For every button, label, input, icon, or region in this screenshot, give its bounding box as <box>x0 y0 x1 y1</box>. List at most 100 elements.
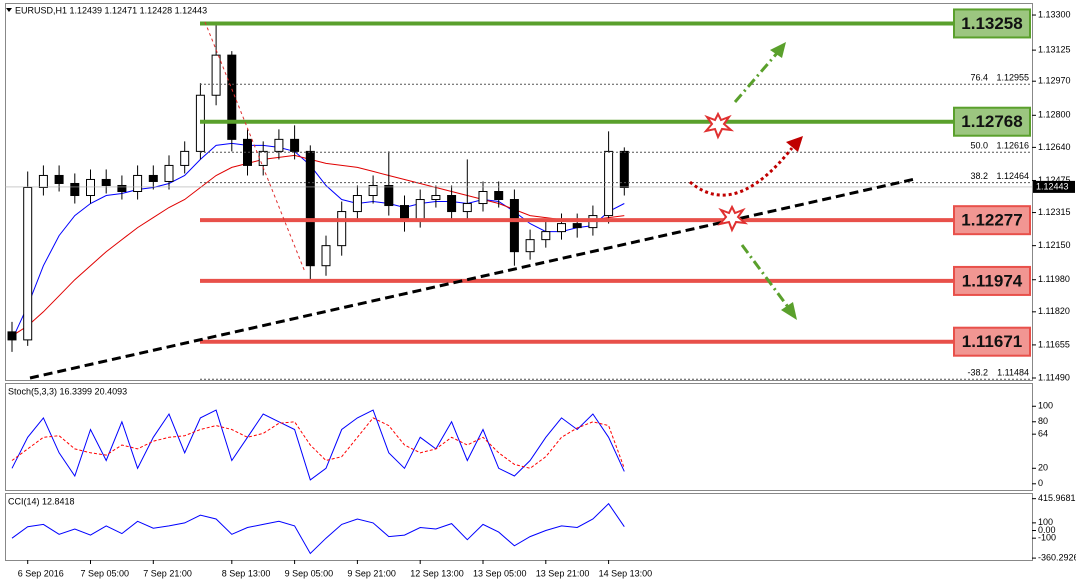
y-tick-label: 1.12150 <box>1038 240 1071 250</box>
level-label: 1.11671 <box>962 332 1023 351</box>
candle-body <box>478 191 488 205</box>
candle-body <box>462 203 472 213</box>
current-price: 1.12443 <box>1036 181 1069 191</box>
y-tick-label: 1.11980 <box>1038 274 1070 284</box>
candle-body <box>258 150 268 166</box>
candle-body <box>70 182 80 197</box>
y-tick-label: 0.00 <box>1038 525 1056 535</box>
curve-arrow-head <box>786 136 803 152</box>
fib-price: 1.12464 <box>996 171 1029 181</box>
x-tick-label: 13 Sep 05:00 <box>473 568 527 578</box>
candle-body <box>180 150 190 166</box>
stoch-title: Stoch(5,3,3) 16.3399 20.4093 <box>8 386 127 396</box>
annotations <box>29 21 916 380</box>
candle-body <box>447 195 457 213</box>
candle-body <box>509 199 519 253</box>
y-tick-label: 64 <box>1038 429 1048 439</box>
level-box <box>953 265 1031 296</box>
candle-body <box>133 174 143 192</box>
series-line <box>11 417 625 469</box>
curve-arrow <box>689 147 794 197</box>
fib-level-label: 50.0 <box>970 141 988 151</box>
candle-body <box>38 174 48 188</box>
x-tick-label: 9 Sep 21:00 <box>347 568 396 578</box>
x-tick-label: 6 Sep 2016 <box>18 568 64 578</box>
star <box>717 204 749 233</box>
down-arrow <box>740 244 790 308</box>
candle-body <box>619 150 629 188</box>
candle-body <box>321 245 331 267</box>
level-label: 1.12768 <box>961 112 1022 131</box>
candle-body <box>368 184 378 197</box>
y-tick-label: -360.2926 <box>1038 552 1076 562</box>
stoch-panel <box>5 383 1033 491</box>
y-tick-label: 1.12640 <box>1038 142 1071 152</box>
header: EURUSD,H1 1.12439 1.12471 1.12428 1.1244… <box>15 5 207 15</box>
candle-body <box>54 174 64 184</box>
up-arrow <box>733 51 780 103</box>
y-tick-label: 1.12970 <box>1038 76 1071 86</box>
fib-level-label: -38.2 <box>967 368 988 378</box>
header-arrow <box>6 8 12 12</box>
candle-body <box>415 199 425 221</box>
fib-level-label: 38.2 <box>970 171 988 181</box>
y-tick-label: 1.11655 <box>1038 339 1070 349</box>
y-tick-label: 1.12475 <box>1038 175 1071 185</box>
x-tick-label: 14 Sep 13:00 <box>599 568 653 578</box>
level-label: 1.12277 <box>961 211 1022 230</box>
y-tick-label: -100 <box>1038 533 1056 543</box>
x-tick-label: 12 Sep 13:00 <box>410 568 464 578</box>
level-label: 1.13258 <box>961 14 1022 33</box>
series-line <box>11 409 625 481</box>
x-tick-label: 8 Sep 13:00 <box>222 568 271 578</box>
candle-body <box>101 178 111 186</box>
fib-line <box>204 21 306 273</box>
candle-body <box>525 239 535 253</box>
y-tick-label: 20 <box>1038 463 1048 473</box>
fib-price: 1.12955 <box>996 73 1029 83</box>
y-tick-label: 1.12315 <box>1038 207 1071 217</box>
y-tick-label: 415.9681 <box>1038 493 1076 503</box>
level-box <box>953 106 1031 137</box>
candle-body <box>86 178 95 197</box>
series-line <box>11 142 625 341</box>
y-tick-label: 1.11820 <box>1038 306 1070 316</box>
y-tick-label: 0 <box>1038 478 1043 488</box>
candle-body <box>148 174 158 182</box>
candle-body <box>274 138 284 152</box>
level-box <box>953 326 1031 357</box>
trend-line <box>29 177 916 380</box>
candle-body <box>572 223 582 229</box>
candle-body <box>243 138 252 166</box>
candle-body <box>400 205 409 221</box>
candle-body <box>352 195 362 213</box>
up-arrow-head <box>770 42 786 58</box>
level-box <box>953 205 1031 236</box>
candle-body <box>164 164 174 182</box>
candle-body <box>494 191 504 201</box>
series-line <box>11 502 625 555</box>
x-tick-label: 13 Sep 21:00 <box>536 568 590 578</box>
candle-body <box>431 195 441 201</box>
x-tick-label: 7 Sep 21:00 <box>143 568 192 578</box>
fib-level-label: 76.4 <box>970 73 988 83</box>
x-tick-label: 7 Sep 05:00 <box>81 568 130 578</box>
candle-body <box>384 184 394 207</box>
x-tick-label: 9 Sep 05:00 <box>285 568 334 578</box>
candle-body <box>227 54 237 140</box>
main-panel <box>5 3 1033 381</box>
candle-body <box>305 150 315 267</box>
fib-price: 1.11484 <box>997 368 1029 378</box>
y-tick-label: 100 <box>1038 401 1053 411</box>
y-tick-label: 1.11490 <box>1038 372 1070 382</box>
level-box <box>953 8 1031 39</box>
cci-title: CCI(14) 12.8418 <box>8 496 75 506</box>
fib-price: 1.12616 <box>996 141 1029 151</box>
candle-body <box>7 331 17 341</box>
candle-body <box>604 150 614 217</box>
candle-body <box>541 231 551 241</box>
candle-body <box>290 138 300 152</box>
